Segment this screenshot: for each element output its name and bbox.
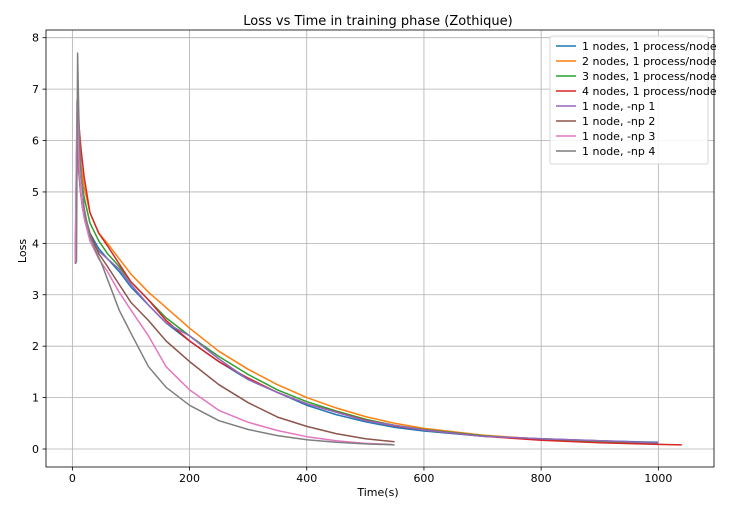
y-axis-label: Loss xyxy=(16,239,29,263)
legend-label: 4 nodes, 1 process/node xyxy=(582,85,717,98)
legend-label: 1 node, -np 3 xyxy=(582,130,655,143)
legend-label: 1 node, -np 1 xyxy=(582,100,655,113)
x-axis-label: Time(s) xyxy=(356,486,398,499)
x-axis-ticks: 0 200 400 600 800 1000 xyxy=(69,467,672,485)
x-tick-label: 400 xyxy=(296,472,317,485)
y-tick-label: 2 xyxy=(32,340,39,353)
legend-label: 3 nodes, 1 process/node xyxy=(582,70,717,83)
legend-box xyxy=(549,35,709,165)
series-line-2 xyxy=(75,119,659,444)
x-tick-label: 200 xyxy=(179,472,200,485)
plot-frame xyxy=(45,29,715,468)
y-tick-label: 3 xyxy=(32,289,39,302)
x-tick-label: 1000 xyxy=(644,472,672,485)
y-axis-ticks: 0 1 2 3 4 5 6 7 8 xyxy=(32,32,46,456)
x-tick-label: 0 xyxy=(69,472,76,485)
legend-label: 1 node, -np 4 xyxy=(582,145,655,158)
y-tick-label: 0 xyxy=(32,443,39,456)
series-lines xyxy=(74,52,682,446)
y-tick-label: 8 xyxy=(32,32,39,45)
legend-label: 1 nodes, 1 process/node xyxy=(582,40,717,53)
legend-label: 2 nodes, 1 process/node xyxy=(582,55,717,68)
series-line-7 xyxy=(74,98,392,446)
y-tick-label: 7 xyxy=(32,83,39,96)
y-tick-label: 4 xyxy=(32,237,39,250)
x-tick-label: 800 xyxy=(531,472,552,485)
legend: 1 nodes, 1 process/node 2 nodes, 1 proces… xyxy=(549,35,717,165)
x-tick-label: 600 xyxy=(413,472,434,485)
y-tick-label: 6 xyxy=(32,135,39,148)
chart-title: Loss vs Time in training phase (Zothique… xyxy=(243,14,512,29)
legend-label: 1 node, -np 2 xyxy=(582,115,655,128)
series-line-5 xyxy=(74,124,659,444)
series-line-6 xyxy=(74,124,395,443)
y-tick-label: 5 xyxy=(32,186,39,199)
y-tick-label: 1 xyxy=(32,392,39,405)
series-line-8 xyxy=(74,52,395,446)
